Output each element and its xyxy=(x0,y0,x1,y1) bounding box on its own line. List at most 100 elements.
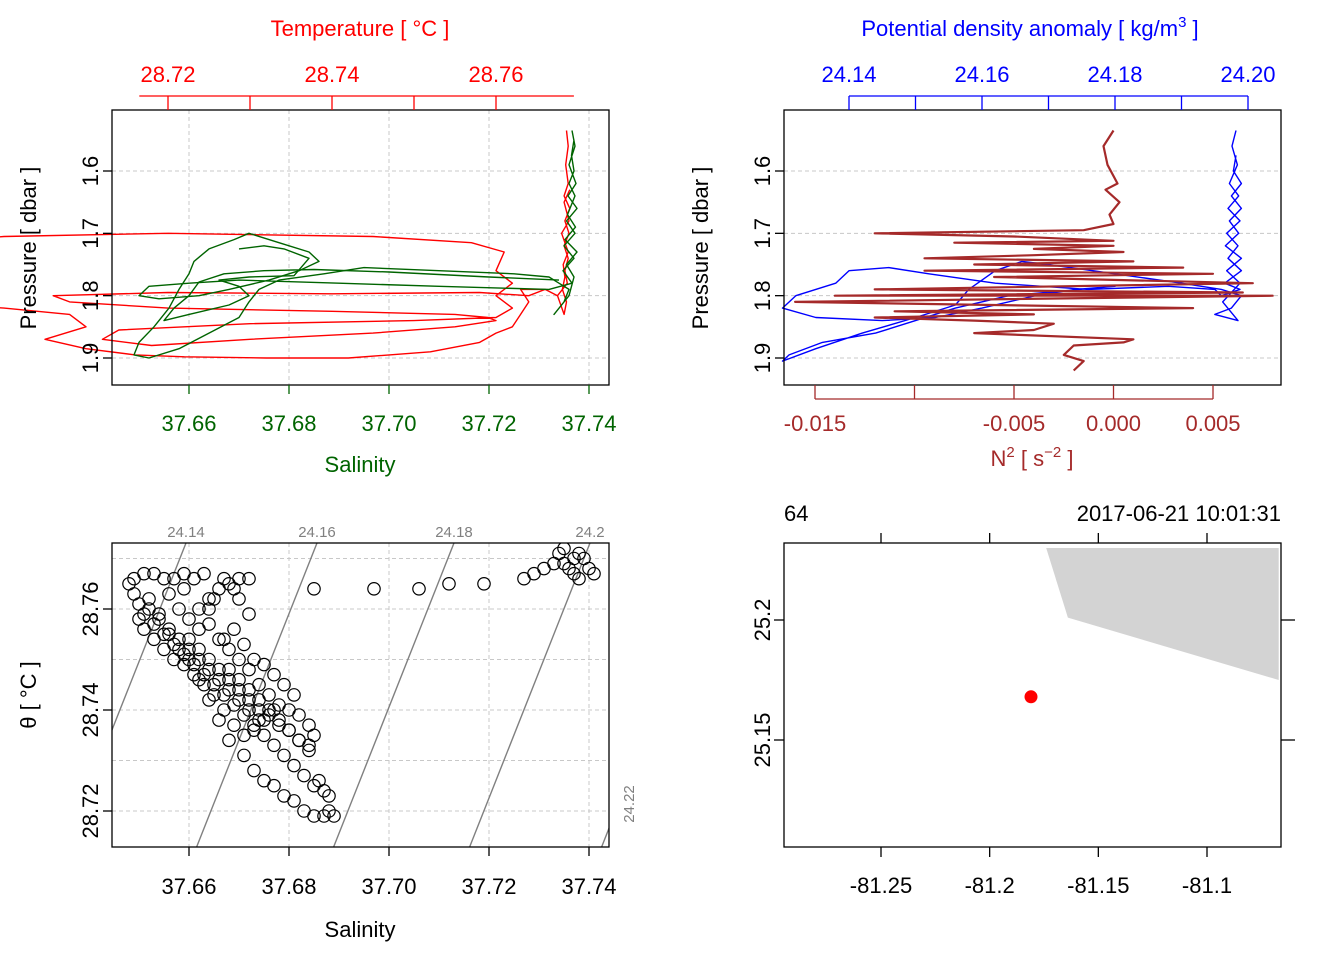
isopycnal-lines xyxy=(112,543,609,847)
profile-ts-panel: 28.72 28.74 28.76 37.66 37.68 37.70 37.72 37.7… xyxy=(0,16,617,477)
grid xyxy=(112,110,609,385)
bottom-axis-title-sup2: −2 xyxy=(1044,444,1061,461)
top-axis-title: Potential density anomaly [ kg/m3 ] xyxy=(861,14,1198,41)
data-point xyxy=(252,693,266,707)
top-axis-title-tail: ] xyxy=(1186,16,1198,41)
bottom-axis-title: N2 [ s−2 ] xyxy=(991,444,1074,471)
x-tick-label: 0.000 xyxy=(1086,411,1141,436)
left-axis-ticks: 28.72 28.74 28.76 xyxy=(78,581,112,839)
data-point xyxy=(222,672,236,687)
data-point xyxy=(187,657,201,672)
data-point xyxy=(242,703,256,717)
top-tick-label: 24.14 xyxy=(821,62,876,87)
data-point xyxy=(197,677,211,692)
x-tick-label: -81.15 xyxy=(1067,873,1129,898)
data-point xyxy=(272,713,286,727)
y-tick-label: 25.2 xyxy=(750,599,775,642)
left-axis-title: θ [ °C ] xyxy=(16,661,41,728)
x-tick-label: 37.66 xyxy=(161,411,216,436)
series-line-salinity xyxy=(133,130,578,359)
data-point xyxy=(477,576,491,591)
data-point xyxy=(302,743,316,758)
x-tick-label: 37.70 xyxy=(361,411,416,436)
station-marker xyxy=(1024,690,1038,704)
data-point xyxy=(307,581,321,596)
series-line-potential-density-anomaly xyxy=(781,130,1243,362)
map-axis-ticks: -81.25 -81.2 -81.15 -81.1 25.15 25.2 xyxy=(750,533,1295,898)
data-point xyxy=(182,642,196,657)
data-point xyxy=(242,682,256,697)
data-point xyxy=(327,809,341,823)
data-point xyxy=(152,612,166,626)
data-point xyxy=(262,703,276,717)
left-axis-title: Pressure [ dbar ] xyxy=(16,167,41,330)
data-point xyxy=(267,667,281,682)
data-point xyxy=(212,632,226,647)
data-point xyxy=(237,637,251,652)
data-point xyxy=(232,682,246,697)
y-tick-label: 28.76 xyxy=(78,581,103,636)
data-point xyxy=(297,768,311,783)
data-point xyxy=(192,652,206,667)
data-point xyxy=(192,642,206,657)
map-panel: -81.25 -81.2 -81.15 -81.1 25.15 25.2 64 2017-… xyxy=(750,501,1295,898)
data-point xyxy=(297,804,311,818)
top-axis-ticks: 28.72 28.74 28.76 xyxy=(139,62,574,110)
data-point xyxy=(157,642,171,657)
data-point xyxy=(212,662,226,677)
data-point xyxy=(317,809,331,823)
data-point xyxy=(182,612,196,626)
data-point xyxy=(517,571,531,586)
data-point xyxy=(202,592,216,606)
data-point xyxy=(572,571,586,586)
x-tick-label: 37.68 xyxy=(261,874,316,899)
data-point xyxy=(292,733,306,748)
top-axis-title-sup: 3 xyxy=(1178,14,1186,31)
x-tick-label: 37.72 xyxy=(461,874,516,899)
data-point xyxy=(217,632,231,647)
y-tick-label: 1.6 xyxy=(78,156,103,187)
left-axis-ticks: 1.6 1.7 1.8 1.9 xyxy=(78,156,112,373)
data-point xyxy=(322,789,336,803)
x-tick-label: -0.015 xyxy=(784,411,846,436)
data-point xyxy=(242,607,256,621)
bottom-axis-ticks: 37.66 37.68 37.70 37.72 37.74 xyxy=(161,385,617,436)
data-point xyxy=(167,652,181,667)
data-point xyxy=(277,789,291,803)
top-tick-label: 24.16 xyxy=(954,62,1009,87)
x-tick-label: -81.25 xyxy=(850,873,912,898)
data-point xyxy=(222,662,236,677)
x-tick-label: 37.74 xyxy=(561,411,616,436)
data-point xyxy=(192,622,206,636)
x-tick-label: 37.68 xyxy=(261,411,316,436)
data-point xyxy=(237,748,251,763)
y-tick-label: 1.8 xyxy=(78,280,103,311)
data-point xyxy=(562,561,576,576)
series-lines xyxy=(0,130,578,359)
bottom-axis-title: Salinity xyxy=(325,917,396,942)
bottom-axis-title: Salinity xyxy=(325,452,396,477)
x-tick-label: 37.66 xyxy=(161,874,216,899)
x-tick-label: 37.70 xyxy=(361,874,416,899)
data-point xyxy=(202,693,216,707)
data-point xyxy=(172,602,186,616)
data-point xyxy=(287,688,301,702)
profile-density-panel: 24.14 24.16 24.18 24.20 -0.015 -0.005 0.000 0.… xyxy=(688,14,1282,471)
data-point xyxy=(367,581,381,596)
data-point xyxy=(192,672,206,687)
y-tick-label: 25.15 xyxy=(750,712,775,767)
isopycnal-label: 24.14 xyxy=(167,524,205,541)
data-point xyxy=(572,546,586,561)
data-point xyxy=(277,677,291,692)
isopycnal-label: 24.2 xyxy=(575,524,604,541)
data-point xyxy=(187,667,201,682)
bottom-axis-title-mid: [ s xyxy=(1015,446,1044,471)
data-point xyxy=(202,602,216,616)
data-point xyxy=(442,576,456,591)
data-point xyxy=(242,693,256,707)
data-point xyxy=(202,662,216,677)
data-point xyxy=(257,773,271,788)
top-tick-label: 28.74 xyxy=(304,62,359,87)
isopycnal-line xyxy=(600,826,609,847)
